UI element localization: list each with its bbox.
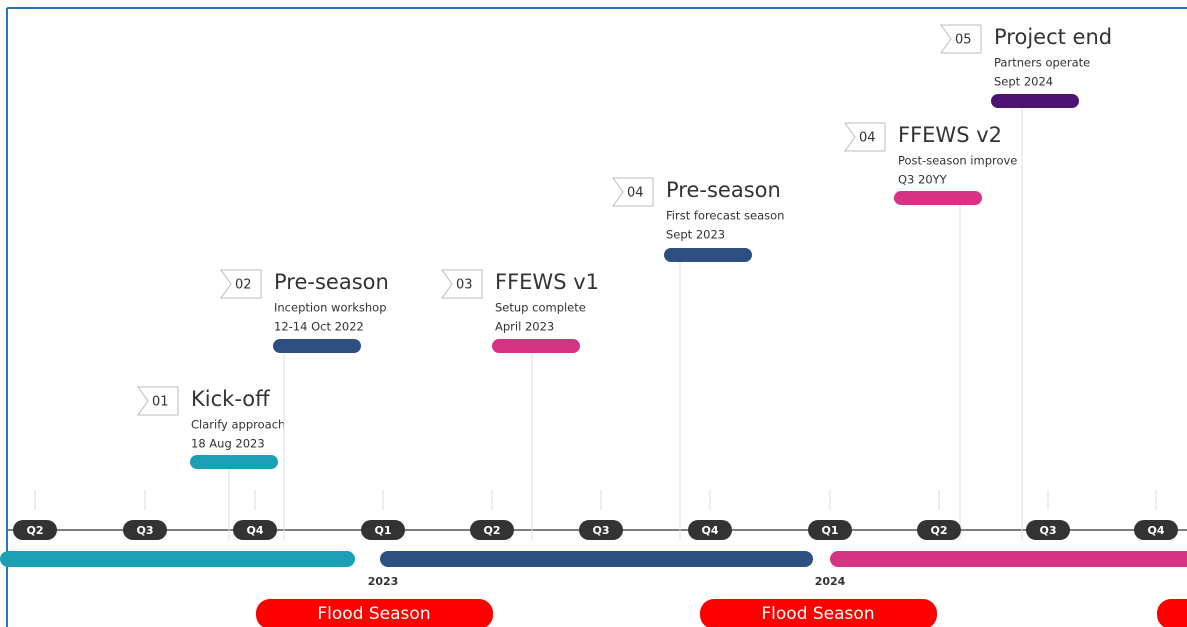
flag — [940, 24, 982, 54]
milestone-date: 12-14 Oct 2022 — [274, 320, 364, 334]
milestone-title: Project end — [994, 25, 1112, 49]
flag — [844, 122, 886, 152]
quarter-label: Q4 — [1147, 524, 1164, 537]
milestone-number: 02 — [235, 278, 252, 293]
milestone-subtitle: Inception workshop — [274, 301, 387, 315]
quarter-pill — [233, 520, 277, 540]
quarter-label: Q2 — [483, 524, 500, 537]
milestone-date: Q3 20YY — [898, 173, 948, 187]
quarter-pill — [361, 520, 405, 540]
milestone-number: 05 — [955, 33, 972, 48]
flag — [441, 269, 483, 299]
milestone-title: FFEWS v2 — [898, 123, 1002, 147]
quarter-label: Q1 — [374, 524, 391, 537]
milestone-subtitle: Post-season improve — [898, 154, 1017, 168]
milestone-bar — [190, 455, 278, 469]
year-label: 2024 — [815, 575, 846, 588]
milestone-title: FFEWS v1 — [495, 270, 599, 294]
milestone-title: Pre-season — [666, 178, 781, 202]
milestone-date: 18 Aug 2023 — [191, 437, 265, 451]
milestone-date: Sept 2023 — [666, 228, 725, 242]
milestone-date: Sept 2024 — [994, 75, 1053, 89]
quarter-label: Q3 — [136, 524, 153, 537]
quarter-pill — [688, 520, 732, 540]
quarter-pill — [1026, 520, 1070, 540]
milestone-number: 04 — [627, 186, 644, 201]
season-pill — [700, 599, 937, 627]
season-pill — [256, 599, 493, 627]
milestone-subtitle: Partners operate — [994, 56, 1090, 70]
season-label: Flood Season — [317, 604, 430, 624]
quarter-pill — [13, 520, 57, 540]
quarter-pill — [808, 520, 852, 540]
milestone-subtitle: Clarify approach — [191, 418, 285, 432]
quarter-pill — [470, 520, 514, 540]
milestone-date: April 2023 — [495, 320, 554, 334]
quarter-pill — [579, 520, 623, 540]
milestone-bar — [273, 339, 361, 353]
season-label: Flood Season — [761, 604, 874, 624]
quarter-label: Q3 — [1039, 524, 1056, 537]
milestone-subtitle: Setup complete — [495, 301, 586, 315]
milestone-bar — [991, 94, 1079, 108]
flag — [220, 269, 262, 299]
quarter-label: Q1 — [821, 524, 838, 537]
season-pill — [1157, 599, 1187, 627]
phase-bar — [830, 551, 1187, 567]
quarter-label: Q2 — [930, 524, 947, 537]
milestone-subtitle: First forecast season — [666, 209, 784, 223]
milestone-bar — [894, 191, 982, 205]
flag — [137, 386, 179, 416]
quarter-pill — [1134, 520, 1178, 540]
milestone-title: Pre-season — [274, 270, 389, 294]
milestone-title: Kick-off — [191, 387, 270, 411]
quarter-label: Q3 — [592, 524, 609, 537]
quarter-label: Q4 — [701, 524, 718, 537]
quarter-pill — [123, 520, 167, 540]
milestone-number: 04 — [859, 131, 876, 146]
phase-bar — [0, 551, 355, 567]
year-label: 2023 — [368, 575, 399, 588]
quarter-label: Q2 — [26, 524, 43, 537]
milestone-bar — [492, 339, 580, 353]
quarter-label: Q4 — [246, 524, 263, 537]
milestone-bar — [664, 248, 752, 262]
milestone-number: 01 — [152, 395, 169, 410]
quarter-pill — [917, 520, 961, 540]
flag — [612, 177, 654, 207]
milestone-number: 03 — [456, 278, 473, 293]
phase-bar — [380, 551, 813, 567]
